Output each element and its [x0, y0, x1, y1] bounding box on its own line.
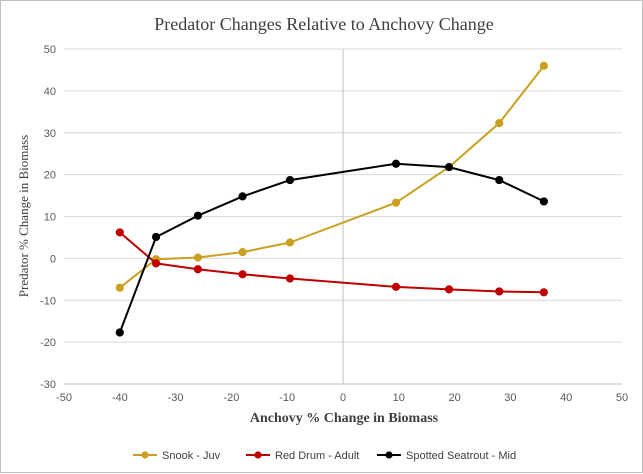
legend-label-2: Spotted Seatrout - Mid: [406, 450, 516, 462]
y-tick-label: 40: [44, 86, 56, 98]
series-point-0: [539, 61, 548, 70]
legend: Snook - Juv Red Drum - Adult Spotted Seatr…: [133, 450, 516, 462]
x-tick-label: 0: [340, 392, 346, 404]
series-point-1: [193, 265, 203, 274]
x-tick-label: 30: [504, 392, 516, 404]
x-tick-label: 40: [560, 392, 572, 404]
series-point-2: [539, 197, 548, 206]
series-point-0: [193, 253, 203, 262]
chart-title: Predator Changes Relative to Anchovy Cha…: [154, 14, 493, 34]
series-point-1: [539, 288, 548, 297]
y-tick-label: -20: [40, 337, 56, 349]
x-tick-label: -50: [56, 392, 72, 404]
series-point-2: [193, 211, 203, 220]
y-tick-label: 0: [50, 253, 56, 265]
series-point-2: [391, 159, 401, 168]
series-line-0: [119, 65, 545, 289]
series-point-0: [391, 198, 401, 207]
y-axis-title: Predator % Change in Biomass: [16, 135, 31, 297]
x-tick-label: 20: [448, 392, 460, 404]
series-layer: [115, 61, 548, 337]
legend-marker-0: [141, 451, 149, 459]
series-point-1: [238, 270, 247, 279]
x-tick-label: 50: [616, 392, 628, 404]
series-point-1: [285, 274, 295, 283]
series-point-0: [285, 238, 295, 247]
series-point-2: [115, 328, 124, 337]
y-tick-label: -10: [40, 295, 56, 307]
axes: -30 -20 -10 0 10 20 30 40 50 -50 -40 -30 -20 -10 0 10 20…: [40, 44, 628, 404]
series-point-1: [444, 285, 454, 294]
x-tick-label: 10: [393, 392, 405, 404]
series-point-2: [444, 162, 454, 172]
series-point-1: [115, 228, 124, 237]
legend-label-0: Snook - Juv: [162, 450, 221, 462]
x-axis-title: Anchovy % Change in Biomass: [250, 411, 439, 426]
series-point-0: [238, 247, 247, 257]
series-point-2: [238, 192, 247, 201]
y-tick-label: 50: [44, 44, 56, 56]
x-tick-label: -10: [279, 392, 295, 404]
series-line-2: [118, 162, 545, 333]
series-point-2: [285, 175, 295, 185]
y-tick-label: -30: [40, 379, 56, 391]
series-point-1: [495, 287, 504, 296]
series-point-0: [115, 283, 124, 292]
series-line-1: [119, 231, 544, 294]
legend-marker-2: [385, 451, 393, 459]
x-tick-label: -20: [223, 392, 239, 404]
x-tick-label: -40: [112, 392, 128, 404]
x-tick-label: -30: [168, 392, 184, 404]
series-point-2: [495, 175, 504, 185]
series-point-1: [391, 282, 401, 291]
series-point-2: [151, 232, 161, 242]
y-tick-label: 10: [44, 212, 56, 224]
legend-label-1: Red Drum - Adult: [275, 450, 359, 462]
series-point-1: [151, 259, 161, 268]
y-tick-label: 30: [44, 128, 56, 140]
y-tick-label: 20: [44, 170, 56, 182]
legend-marker-1: [254, 451, 262, 459]
series-point-0: [495, 119, 504, 128]
